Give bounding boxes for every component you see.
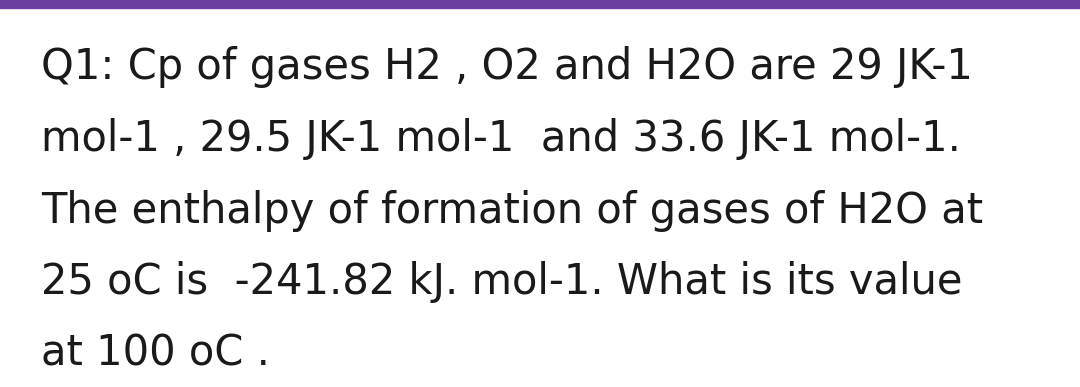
- Text: at 100 oC .: at 100 oC .: [41, 333, 270, 375]
- Text: 25 oC is  -241.82 kJ. mol-1. What is its value: 25 oC is -241.82 kJ. mol-1. What is its …: [41, 261, 962, 303]
- Text: Q1: Cp of gases H2 , O2 and H2O are 29 JK-1: Q1: Cp of gases H2 , O2 and H2O are 29 J…: [41, 46, 973, 89]
- Text: mol-1 , 29.5 JK-1 mol-1  and 33.6 JK-1 mol-1.: mol-1 , 29.5 JK-1 mol-1 and 33.6 JK-1 mo…: [41, 118, 961, 160]
- Text: The enthalpy of formation of gases of H2O at: The enthalpy of formation of gases of H2…: [41, 190, 983, 232]
- Bar: [0, 0, 1080, 8]
